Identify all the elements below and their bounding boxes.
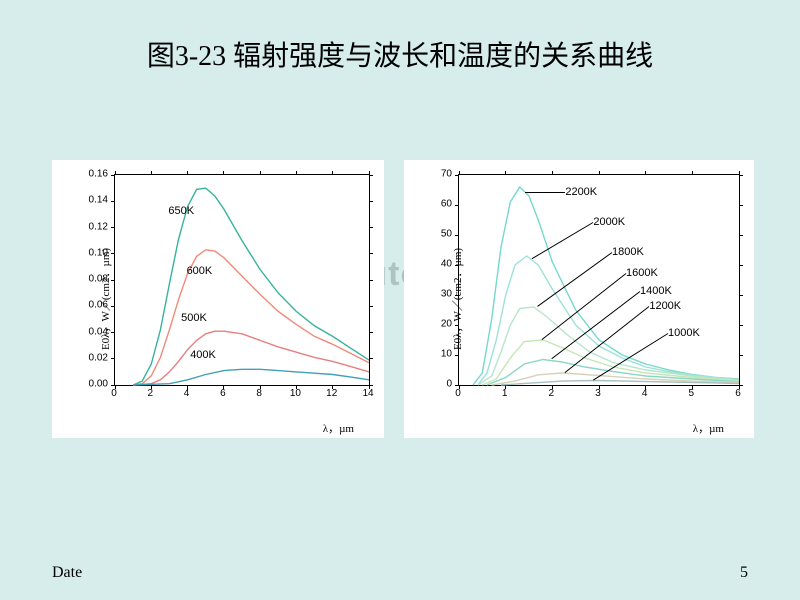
label-600K: 600K bbox=[187, 265, 213, 277]
y-tick-label: 70 bbox=[422, 169, 452, 180]
y-tick-label: 30 bbox=[422, 289, 452, 300]
x-tick-label: 2 bbox=[148, 388, 154, 399]
label-1200K: 1200K bbox=[649, 300, 681, 312]
y-axis-label: E0λ，W／(cm2．µm) bbox=[449, 248, 465, 350]
label-400K: 400K bbox=[190, 349, 216, 361]
x-tick-label: 0 bbox=[455, 388, 461, 399]
x-tick-label: 10 bbox=[290, 388, 301, 399]
y-tick-label: 40 bbox=[422, 259, 452, 270]
x-tick-label: 4 bbox=[184, 388, 190, 399]
series-400K bbox=[133, 369, 369, 385]
y-tick-label: 0 bbox=[422, 379, 452, 390]
label-1800K: 1800K bbox=[612, 246, 644, 258]
x-tick-label: 14 bbox=[362, 388, 373, 399]
y-tick-label: 0.16 bbox=[78, 169, 108, 180]
x-tick-label: 2 bbox=[549, 388, 555, 399]
y-tick-label: 0.02 bbox=[78, 352, 108, 363]
y-tick-label: 60 bbox=[422, 199, 452, 210]
x-tick-label: 5 bbox=[689, 388, 695, 399]
x-tick-label: 8 bbox=[256, 388, 262, 399]
x-tick-label: 3 bbox=[595, 388, 601, 399]
label-2200K: 2200K bbox=[565, 186, 597, 198]
label-650K: 650K bbox=[168, 205, 194, 217]
y-tick-label: 10 bbox=[422, 349, 452, 360]
label-500K: 500K bbox=[181, 312, 207, 324]
y-tick-label: 20 bbox=[422, 319, 452, 330]
label-2000K: 2000K bbox=[593, 216, 625, 228]
footer-page: 5 bbox=[740, 564, 748, 582]
series-650K bbox=[133, 188, 369, 385]
x-tick-label: 6 bbox=[220, 388, 226, 399]
x-tick-label: 6 bbox=[735, 388, 741, 399]
x-axis-label: λ，µm bbox=[693, 420, 724, 436]
y-tick-label: 0.00 bbox=[78, 379, 108, 390]
chart-low-temp: 0.000.020.040.060.080.100.120.140.160246… bbox=[52, 160, 384, 438]
y-axis-label: E0λ，W／(cm2．µm) bbox=[97, 248, 113, 350]
y-tick-label: 0.12 bbox=[78, 221, 108, 232]
label-1600K: 1600K bbox=[626, 267, 658, 279]
leader-line bbox=[526, 192, 566, 193]
footer-date: Date bbox=[52, 564, 82, 582]
plot-area bbox=[458, 174, 740, 386]
series-500K bbox=[133, 331, 369, 385]
x-axis-label: λ，µm bbox=[323, 420, 354, 436]
series-600K bbox=[133, 250, 369, 385]
x-tick-label: 12 bbox=[326, 388, 337, 399]
y-tick-label: 0.14 bbox=[78, 195, 108, 206]
x-tick-label: 0 bbox=[111, 388, 117, 399]
slide-page: 图3-23 辐射强度与波长和温度的关系曲线 Jinchutou.com 0.00… bbox=[0, 0, 800, 600]
plot-area bbox=[114, 174, 370, 386]
page-title: 图3-23 辐射强度与波长和温度的关系曲线 bbox=[0, 34, 800, 74]
y-tick-label: 50 bbox=[422, 229, 452, 240]
x-tick-label: 1 bbox=[502, 388, 508, 399]
label-1000K: 1000K bbox=[668, 327, 700, 339]
label-1400K: 1400K bbox=[640, 285, 672, 297]
x-tick-label: 4 bbox=[642, 388, 648, 399]
chart-high-temp: 0 10 20 30 40 50 60 70 0 1 2 3 4 5 6 E0λ，W／(cm2．µm) λ，µm… bbox=[404, 160, 754, 438]
